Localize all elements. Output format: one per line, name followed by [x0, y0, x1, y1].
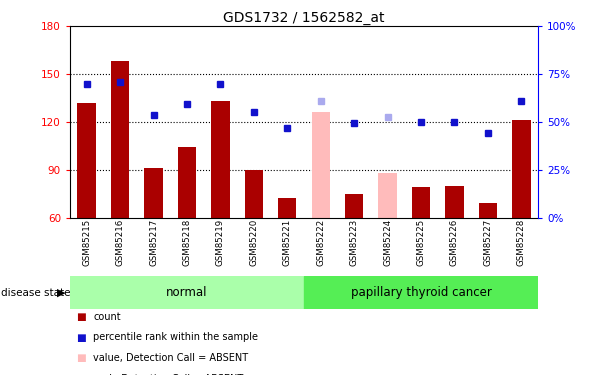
Text: GSM85217: GSM85217	[149, 219, 158, 267]
Bar	[412, 187, 430, 218]
Text: GSM85218: GSM85218	[182, 219, 192, 267]
Bar	[244, 170, 263, 217]
Text: ■: ■	[76, 333, 86, 342]
Bar	[278, 198, 297, 217]
Text: ■: ■	[76, 353, 86, 363]
Text: rank, Detection Call = ABSENT: rank, Detection Call = ABSENT	[93, 374, 243, 375]
Bar	[144, 168, 163, 217]
Text: GSM85227: GSM85227	[483, 219, 492, 267]
Text: GSM85224: GSM85224	[383, 219, 392, 267]
Bar	[77, 103, 96, 218]
Text: GSM85223: GSM85223	[350, 219, 359, 267]
Text: GSM85215: GSM85215	[82, 219, 91, 267]
Text: ■: ■	[76, 312, 86, 322]
Bar	[445, 186, 464, 218]
Text: value, Detection Call = ABSENT: value, Detection Call = ABSENT	[93, 353, 248, 363]
Bar	[478, 203, 497, 217]
Text: GSM85222: GSM85222	[316, 219, 325, 267]
Bar	[70, 276, 304, 309]
Text: percentile rank within the sample: percentile rank within the sample	[93, 333, 258, 342]
Text: GSM85226: GSM85226	[450, 219, 459, 267]
Text: GSM85221: GSM85221	[283, 219, 292, 267]
Text: ▶: ▶	[57, 288, 65, 297]
Text: disease state: disease state	[1, 288, 71, 297]
Text: count: count	[93, 312, 120, 322]
Text: GSM85219: GSM85219	[216, 219, 225, 266]
Bar	[178, 147, 196, 218]
Text: GSM85225: GSM85225	[416, 219, 426, 267]
Bar	[304, 276, 554, 309]
Bar	[211, 101, 230, 217]
Bar	[111, 61, 130, 217]
Text: GSM85228: GSM85228	[517, 219, 526, 267]
Text: ■: ■	[76, 374, 86, 375]
Text: papillary thyroid cancer: papillary thyroid cancer	[351, 286, 491, 299]
Bar	[345, 194, 364, 217]
Bar	[378, 173, 397, 217]
Text: GSM85220: GSM85220	[249, 219, 258, 267]
Title: GDS1732 / 1562582_at: GDS1732 / 1562582_at	[223, 11, 385, 25]
Text: GSM85216: GSM85216	[116, 219, 125, 267]
Bar	[311, 112, 330, 218]
Bar	[512, 120, 531, 218]
Text: normal: normal	[166, 286, 208, 299]
